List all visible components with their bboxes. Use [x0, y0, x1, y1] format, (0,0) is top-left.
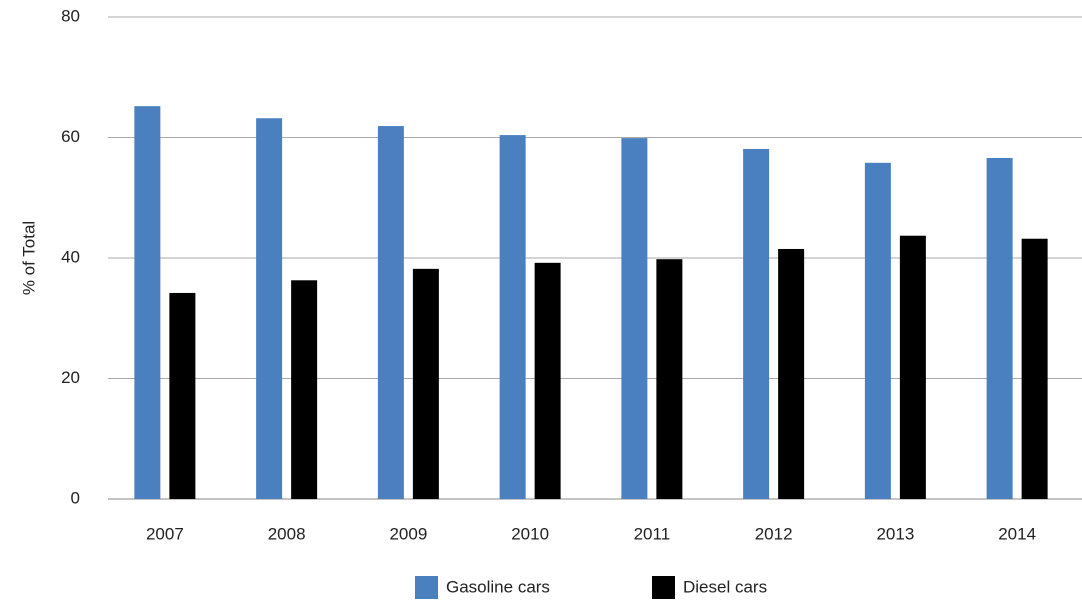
bar	[534, 262, 561, 499]
bar	[134, 106, 161, 500]
x-tick-label: 2009	[389, 524, 427, 543]
bar	[169, 292, 196, 499]
x-tick-label: 2014	[998, 524, 1036, 543]
x-tick-label: 2008	[268, 524, 306, 543]
y-tick-label: 40	[61, 247, 80, 266]
legend-swatch	[652, 576, 675, 599]
bar	[499, 135, 526, 499]
y-tick-label: 60	[61, 127, 80, 146]
x-tick-label: 2013	[876, 524, 914, 543]
x-tick-label: 2010	[511, 524, 549, 543]
bar	[412, 268, 439, 499]
y-tick-label: 0	[71, 488, 80, 507]
bar	[743, 148, 770, 499]
bar	[256, 118, 283, 499]
legend-label: Diesel cars	[683, 577, 767, 596]
bar	[899, 235, 926, 499]
y-axis-title: % of Total	[19, 221, 38, 295]
bar	[986, 157, 1013, 500]
bar	[621, 138, 648, 500]
legend-label: Gasoline cars	[446, 577, 550, 596]
y-tick-label: 20	[61, 368, 80, 387]
bar	[656, 259, 683, 499]
x-tick-label: 2012	[755, 524, 793, 543]
x-tick-label: 2007	[146, 524, 184, 543]
legend-swatch	[415, 576, 438, 599]
bar	[778, 248, 805, 499]
bar	[864, 162, 891, 499]
y-tick-label: 80	[61, 6, 80, 25]
bar	[291, 280, 318, 499]
bar	[377, 126, 404, 500]
x-tick-label: 2011	[634, 524, 671, 543]
bar	[1021, 238, 1048, 499]
